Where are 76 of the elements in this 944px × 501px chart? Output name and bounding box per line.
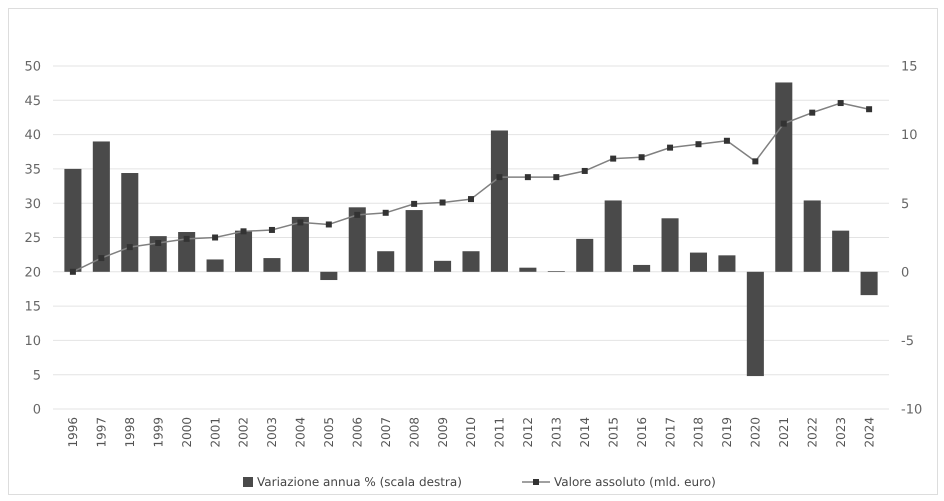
bar [377,251,394,272]
x-tick-label: 2019 [720,417,734,448]
y2-tick-label: 10 [901,128,918,144]
x-tick-label: 2016 [634,417,649,448]
bar [150,236,167,272]
bar [64,168,82,272]
y-tick-label: 0 [32,402,41,418]
legend-label: Variazione annua % (scala destra) [257,475,462,489]
bar [832,230,850,272]
y-tick-label: 35 [24,162,41,178]
legend-label: Valore assoluto (mld. euro) [554,475,716,489]
y2-tick-label: 0 [901,265,910,280]
x-tick-label: 2005 [322,417,336,448]
bar [292,216,309,272]
bar [860,272,878,296]
bar [178,232,196,272]
x-tick-label: 2010 [464,417,478,448]
y-tick-label: 20 [24,265,41,280]
bar [604,200,622,272]
bar [263,258,280,272]
x-tick-label: 2011 [492,417,507,448]
x-tick-label: 2007 [378,417,393,448]
x-tick-label: 1996 [66,417,80,448]
x-tick-label: 2020 [748,417,763,448]
x-tick-label: 1997 [94,417,109,448]
y-tick-label: 30 [24,196,41,212]
bar [690,252,708,272]
y2-tick-label: 5 [901,196,910,212]
x-tick-label: 1999 [151,417,166,448]
bar [662,218,679,272]
bar [434,260,452,272]
x-tick-label: 2000 [180,417,194,448]
x-tick-label: 2004 [294,417,308,448]
bar [633,264,650,272]
y-tick-label: 45 [24,94,41,109]
x-tick-label: 2006 [350,417,364,448]
x-tick-label: 2022 [805,417,820,448]
bar [206,259,224,272]
bar [121,173,138,272]
bar [490,130,508,272]
y-tick-label: 25 [24,231,41,246]
x-tick-label: 1998 [122,417,137,448]
bar [234,230,252,272]
bar [718,255,736,272]
x-tick-label: 2012 [521,417,536,448]
bar [519,268,536,272]
x-tick-label: 2013 [550,417,564,448]
y-tick-label: 50 [24,60,41,75]
bar [406,210,423,272]
y-tick-label: 5 [32,368,41,384]
y-tick-label: 10 [24,334,41,349]
y-tick-label: 40 [24,128,41,144]
x-tick-label: 2017 [663,417,678,448]
y-tick-label: 15 [24,300,41,315]
bar [462,251,480,272]
y2-tick-label: -10 [901,402,922,418]
bar [576,238,594,272]
x-tick-label: 2021 [776,417,791,448]
x-tick-label: 2015 [606,417,620,448]
x-tick-label: 2008 [407,417,422,448]
bar [746,272,764,376]
bar [804,200,821,272]
bar [320,272,338,280]
x-tick-label: 2003 [265,417,280,448]
bar [348,207,366,272]
bar [775,82,792,272]
y2-tick-label: -5 [901,334,914,349]
x-tick-label: 2014 [578,417,592,448]
x-tick-label: 2001 [208,417,222,448]
x-tick-label: 2024 [862,417,876,448]
x-tick-label: 2018 [692,417,706,448]
bar [92,141,110,272]
y2-tick-label: 15 [901,60,918,75]
x-tick-label: 2009 [436,417,450,448]
x-tick-label: 2023 [834,417,848,448]
x-tick-label: 2002 [236,417,251,448]
